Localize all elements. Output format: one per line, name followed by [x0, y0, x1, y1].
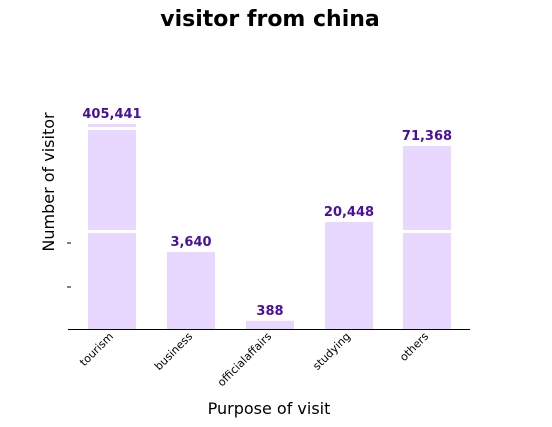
axis-break-mark	[87, 127, 137, 130]
y-axis-label: Number of visitor	[39, 112, 58, 252]
bar-studying	[325, 222, 373, 329]
axis-break-mark	[87, 230, 137, 233]
data-label-tourism: 405,441	[82, 107, 141, 122]
data-label-business: 3,640	[170, 235, 211, 250]
x-tick-labels: tourism business officialaffairs studying ot…	[77, 330, 431, 389]
x-tick-label-tourism: tourism	[77, 330, 116, 369]
data-label-others: 71,368	[402, 129, 452, 144]
chart-title: visitor from china	[160, 7, 380, 32]
x-tick-label-business: business	[152, 330, 195, 373]
data-labels: 405,441 3,640 388 20,448 71,368	[82, 107, 452, 319]
axis-break-mark	[402, 230, 452, 233]
x-tick-label-officialaffairs: officialaffairs	[215, 330, 274, 389]
x-tick-label-others: others	[397, 330, 431, 364]
bar-tourism	[88, 124, 136, 329]
bar-others	[403, 146, 451, 329]
bars-group	[88, 124, 451, 329]
axis-break-group	[87, 127, 452, 233]
x-tick-label-studying: studying	[310, 330, 353, 373]
data-label-officialaffairs: 388	[256, 304, 283, 319]
x-axis-label: Purpose of visit	[208, 399, 331, 418]
data-label-studying: 20,448	[324, 205, 374, 220]
bar-officialaffairs	[246, 320, 294, 329]
bar-business	[167, 252, 215, 329]
